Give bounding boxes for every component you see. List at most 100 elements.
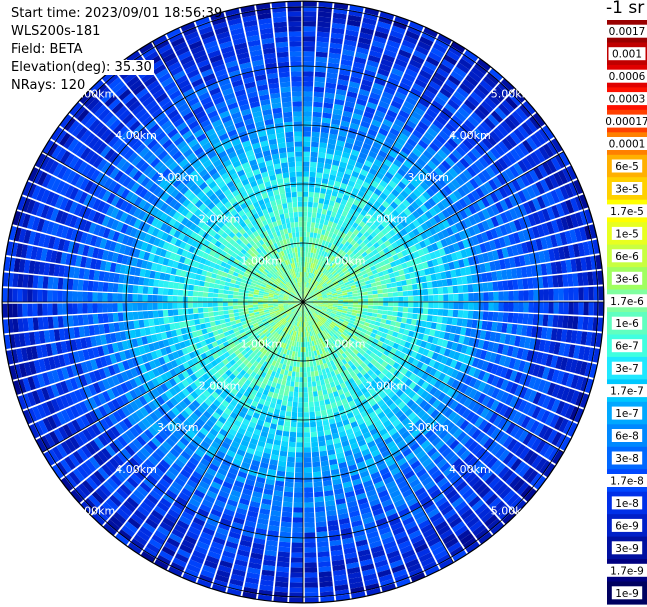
range-gate: [345, 454, 355, 462]
range-gate: [324, 287, 330, 291]
range-gate: [472, 310, 479, 320]
range-gate: [204, 338, 212, 345]
range-gate: [477, 381, 487, 392]
range-gate: [323, 199, 330, 205]
range-gate: [333, 154, 342, 162]
range-gate: [340, 341, 346, 347]
range-gate: [142, 522, 156, 534]
range-gate: [297, 316, 300, 322]
range-gate: [258, 513, 270, 520]
range-gate: [303, 306, 306, 312]
range-gate: [396, 53, 410, 64]
range-gate: [431, 194, 441, 204]
range-gate: [282, 313, 288, 318]
range-gate: [357, 190, 365, 198]
range-gate: [243, 372, 250, 380]
range-gate: [147, 370, 156, 380]
range-gate: [236, 366, 243, 373]
range-gate: [343, 299, 349, 302]
range-gate: [32, 406, 42, 421]
range-gate: [369, 124, 380, 132]
range-gate: [202, 389, 211, 398]
range-gate: [287, 370, 292, 377]
range-gate: [352, 307, 358, 311]
range-gate: [392, 385, 400, 394]
range-gate: [368, 275, 375, 280]
range-gate: [459, 82, 473, 95]
range-gate: [381, 200, 390, 209]
range-gate: [181, 487, 193, 498]
range-gate: [388, 340, 395, 347]
range-gate: [513, 500, 527, 514]
range-gate: [380, 318, 387, 324]
range-gate: [463, 293, 469, 301]
range-gate: [340, 527, 352, 535]
range-gate: [303, 206, 308, 212]
range-gate: [282, 395, 289, 402]
range-gate: [333, 327, 339, 332]
range-gate: [144, 429, 154, 440]
range-gate: [313, 486, 323, 493]
range-gate: [482, 340, 490, 351]
range-gate: [335, 332, 341, 338]
range-gate: [522, 188, 532, 201]
range-gate: [324, 264, 330, 270]
range-gate: [305, 251, 308, 258]
range-gate: [422, 527, 436, 539]
range-gate: [247, 375, 254, 382]
range-gate: [82, 428, 93, 442]
range-gate: [342, 259, 348, 265]
range-gate: [275, 429, 283, 436]
range-gate: [446, 317, 453, 325]
range-gate: [330, 322, 336, 328]
range-gate: [467, 399, 477, 411]
range-gate: [351, 170, 360, 178]
range-gate: [352, 296, 359, 300]
range-gate: [335, 247, 341, 254]
range-gate: [169, 434, 179, 444]
range-gate: [368, 466, 379, 475]
range-gate: [473, 390, 482, 402]
range-gate: [303, 51, 315, 57]
range-gate: [92, 395, 102, 407]
range-gate: [518, 373, 528, 386]
range-gate: [456, 87, 469, 99]
range-gate: [277, 329, 283, 335]
range-gate: [153, 409, 163, 419]
range-gate: [323, 323, 328, 328]
range-gate: [339, 161, 348, 169]
range-gate: [151, 378, 160, 388]
range-gate: [333, 346, 339, 353]
range-gate: [517, 313, 524, 324]
range-gate: [261, 498, 272, 506]
range-gate: [243, 352, 250, 359]
range-gate: [553, 342, 561, 355]
range-gate: [123, 480, 136, 493]
range-gate: [392, 418, 401, 428]
range-gate: [305, 287, 308, 293]
range-gate: [263, 447, 272, 455]
range-gate: [337, 508, 348, 515]
range-gate: [401, 146, 412, 156]
range-gate: [256, 523, 268, 530]
range-gate: [464, 99, 477, 111]
range-gate: [129, 389, 138, 400]
range-gate: [287, 396, 293, 402]
range-gate: [349, 122, 360, 130]
range-gate: [554, 233, 563, 247]
range-gate: [328, 282, 334, 287]
range-gate: [293, 309, 298, 315]
range-gate: [385, 278, 392, 284]
range-gate: [306, 305, 311, 309]
range-gate: [332, 306, 338, 310]
range-gate: [287, 456, 295, 463]
range-gate: [303, 121, 312, 127]
range-gate: [373, 554, 387, 564]
range-gate: [112, 491, 126, 504]
range-gate: [476, 404, 486, 416]
range-gate: [347, 306, 353, 310]
range-gate: [357, 213, 365, 221]
range-gate: [307, 321, 310, 327]
range-gate: [280, 347, 285, 354]
range-gate: [303, 377, 308, 383]
